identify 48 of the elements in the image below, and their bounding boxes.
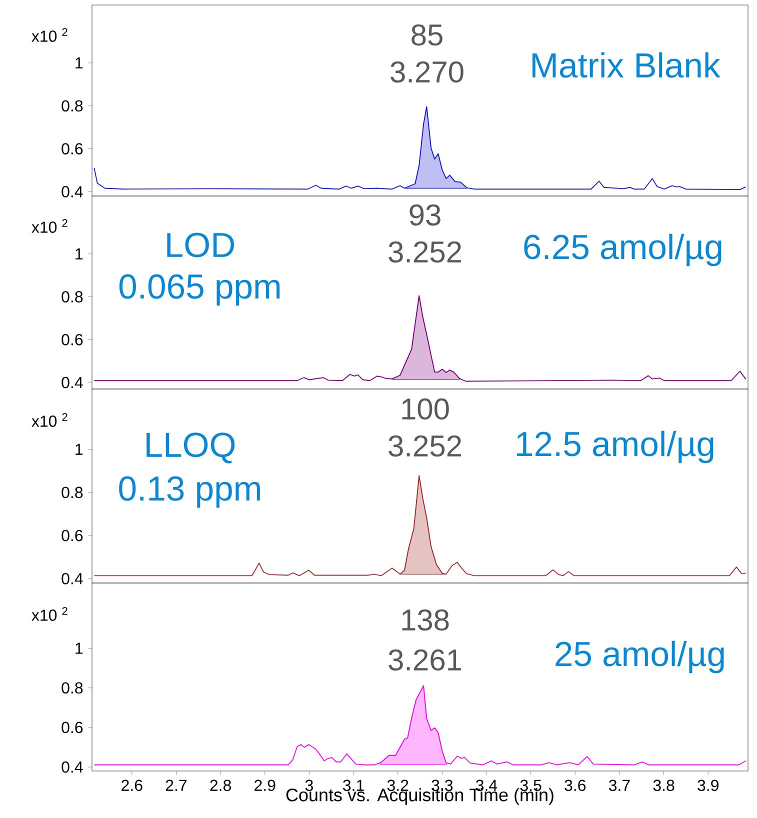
x-tick-label: 3.7 <box>608 780 630 792</box>
x-tick-label: 2.6 <box>122 780 142 792</box>
line-series <box>94 685 746 766</box>
y-tick-label: 1 <box>76 444 83 455</box>
annotation: 0.065 ppm <box>119 274 280 306</box>
annotation: 3.252 <box>388 241 462 263</box>
text: x10 $^{2}$ <box>32 607 68 621</box>
text: x10 $^{2}$ <box>32 413 68 427</box>
y-tick-label: 0.8 <box>62 291 83 302</box>
text: x10 $^{2}$ <box>32 219 68 233</box>
y-tick-label: 0.4 <box>62 761 83 773</box>
y-tick-label: 0.6 <box>62 334 83 346</box>
y-tick-label: 1 <box>76 642 83 654</box>
line-series <box>94 106 746 190</box>
line-series <box>94 475 746 576</box>
y-tick-label: 0.8 <box>62 100 83 112</box>
y-tick-label: 0.4 <box>62 573 83 584</box>
y-tick-label: 0.4 <box>62 186 83 198</box>
annotation: 3.252 <box>388 435 462 457</box>
y-tick-label: 0.6 <box>62 143 83 154</box>
annotation: 12.5 amol/µg <box>517 430 714 464</box>
x-tick-label: 3 <box>305 780 313 792</box>
annotation: 3.261 <box>388 649 462 671</box>
annotation: 3.270 <box>390 61 464 83</box>
y-tick-label: 0.6 <box>62 530 83 542</box>
x-tick-label: 3.6 <box>564 780 586 792</box>
y-tick-label: 1 <box>76 248 83 260</box>
x-tick-label: 3.8 <box>653 780 674 792</box>
annotation: 100 <box>402 398 449 420</box>
x-tick-label: 3.9 <box>698 780 718 792</box>
y-tick-label: 0.4 <box>62 376 83 388</box>
annotation: 0.13 ppm <box>119 476 260 508</box>
text: x10 $^{2}$ <box>32 28 68 42</box>
y-tick-label: 1 <box>76 57 83 68</box>
annotation: 138 <box>402 609 449 631</box>
y-tick-label: 0.8 <box>62 486 83 498</box>
y-tick-label: 0.8 <box>62 682 83 694</box>
annotation: 85 <box>412 24 442 46</box>
annotation: LLOQ <box>146 432 235 464</box>
x-tick-label: 2.7 <box>166 780 187 791</box>
annotation: 6.25 amol/µg <box>524 234 722 266</box>
annotation: 25 amol/µg <box>556 640 724 674</box>
x-tick-label: 2.9 <box>254 780 276 792</box>
annotation: 93 <box>410 204 440 226</box>
annotation: Matrix Blank <box>532 52 720 78</box>
x-tick-label: 2.8 <box>210 780 231 792</box>
y-tick-label: 0.6 <box>62 722 83 734</box>
annotation: LOD <box>167 232 234 258</box>
